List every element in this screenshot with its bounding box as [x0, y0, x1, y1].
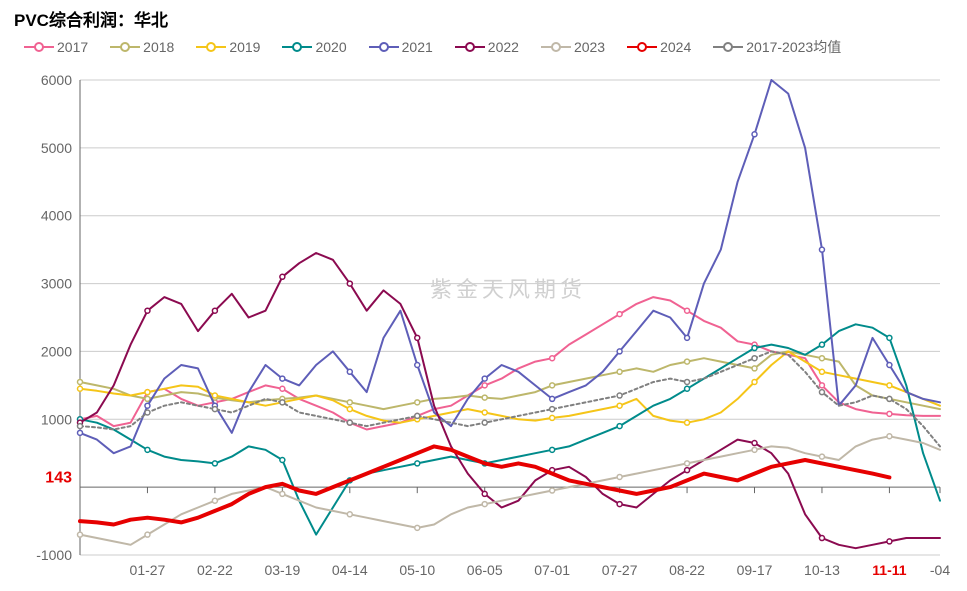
- svg-text:10-13: 10-13: [804, 562, 840, 578]
- svg-text:03-19: 03-19: [264, 562, 300, 578]
- chart-area: 紫金天风期货 -100010002000300040005000600001-2…: [0, 0, 967, 591]
- svg-text:04-14: 04-14: [332, 562, 368, 578]
- svg-text:07-01: 07-01: [534, 562, 570, 578]
- svg-text:5000: 5000: [41, 140, 72, 156]
- svg-text:07-27: 07-27: [602, 562, 638, 578]
- svg-text:6000: 6000: [41, 72, 72, 88]
- svg-text:05-10: 05-10: [399, 562, 435, 578]
- svg-text:3000: 3000: [41, 276, 72, 292]
- svg-text:02-22: 02-22: [197, 562, 233, 578]
- svg-text:4000: 4000: [41, 208, 72, 224]
- svg-text:09-17: 09-17: [737, 562, 773, 578]
- svg-text:06-05: 06-05: [467, 562, 503, 578]
- svg-text:01-27: 01-27: [130, 562, 166, 578]
- svg-text:-04: -04: [930, 562, 950, 578]
- svg-text:11-11: 11-11: [872, 562, 906, 578]
- line-chart-svg: -1000 1000 2000 3000 4000 5000 6000 01-27 02-22 0…: [0, 0, 967, 591]
- svg-text:-1000: -1000: [36, 547, 72, 563]
- svg-text:2000: 2000: [41, 343, 72, 359]
- svg-text:143: 143: [45, 469, 72, 486]
- svg-text:08-22: 08-22: [669, 562, 705, 578]
- svg-text:1000: 1000: [41, 411, 72, 427]
